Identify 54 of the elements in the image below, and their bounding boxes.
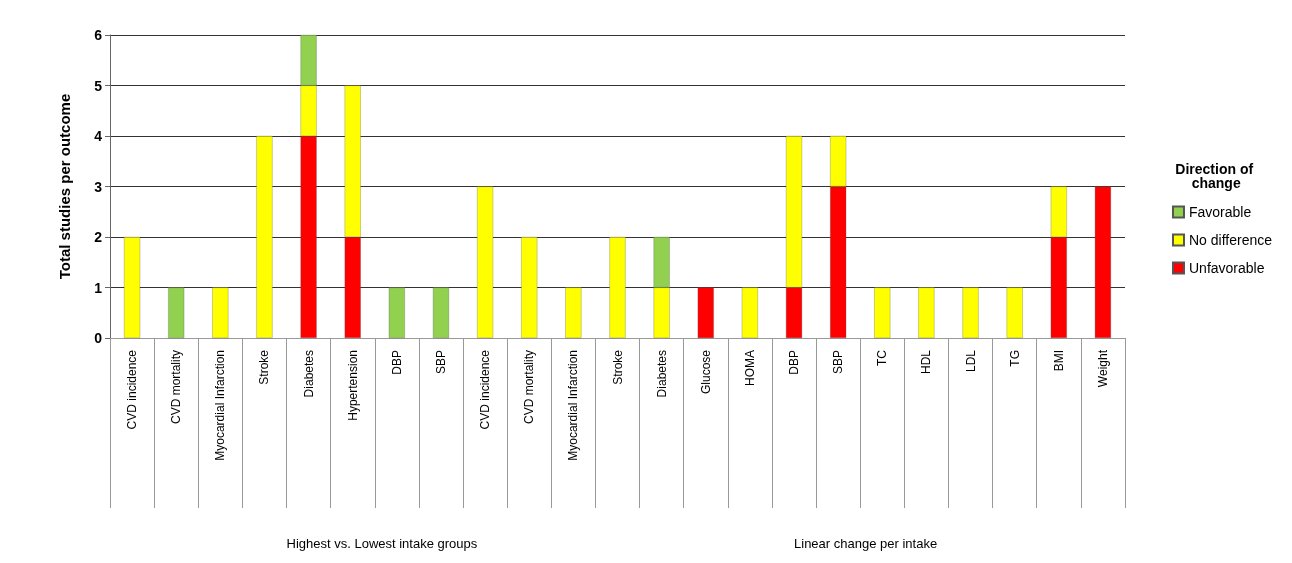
- bar: [521, 237, 538, 338]
- y-tick-label: 5: [94, 77, 103, 94]
- x-tick-label: BMI: [1051, 350, 1066, 372]
- y-tick-label: 1: [94, 279, 103, 296]
- x-tick-label: Hypertension: [345, 350, 360, 421]
- x-tick-label: CVD incidence: [478, 349, 493, 430]
- x-tick-label: CVD mortality: [169, 350, 184, 425]
- bar: [212, 287, 229, 338]
- legend-label: Favorable: [1188, 204, 1252, 220]
- y-tick-label: 2: [94, 229, 103, 245]
- x-tick-label: Weight: [1095, 349, 1110, 388]
- x-tick-label: Stroke: [610, 349, 625, 385]
- x-tick-label: Myocardial Infarction: [566, 350, 581, 461]
- bar: [874, 287, 891, 338]
- bar: [124, 237, 141, 338]
- bar: [256, 136, 273, 338]
- bar: [1094, 186, 1111, 338]
- x-tick-label: Diabetes: [654, 350, 669, 398]
- x-tick-label: TG: [1007, 350, 1022, 367]
- y-tick-label: 3: [94, 178, 103, 195]
- text: Highest vs. Lowest intake groups: [286, 536, 478, 551]
- legend-label: No difference: [1188, 232, 1273, 248]
- y-tick-label: 0: [94, 330, 103, 346]
- x-tick-label: HDL: [919, 349, 934, 375]
- x-tick-label: TC: [875, 349, 890, 366]
- y-axis-title: Total studies per outcome: [56, 93, 73, 280]
- bar: [168, 287, 185, 338]
- bar: [697, 287, 714, 338]
- x-tick-label: DBP: [787, 350, 802, 375]
- legend-label: Unfavorable: [1188, 260, 1265, 276]
- y-tick-label: 4: [94, 128, 103, 144]
- legend-title: Direction of change: [1175, 161, 1257, 191]
- bar: [477, 186, 494, 338]
- x-tick-label: Myocardial Infarction: [213, 350, 228, 461]
- bar: [962, 287, 979, 338]
- x-tick-label: Stroke: [257, 349, 272, 385]
- text: Linear change per intake: [794, 536, 938, 551]
- y-tick-label: 6: [94, 27, 103, 43]
- bar: [609, 237, 626, 338]
- x-tick-label: LDL: [963, 349, 978, 373]
- x-tick-label: HOMA: [742, 350, 757, 386]
- x-tick-label: Diabetes: [301, 350, 316, 398]
- x-tick-label: DBP: [389, 350, 404, 375]
- x-tick-label: SBP: [831, 350, 846, 375]
- x-tick-label: CVD mortality: [522, 350, 537, 425]
- bar: [432, 287, 449, 338]
- x-tick-label: SBP: [433, 350, 448, 375]
- x-tick-label: Glucose: [698, 349, 713, 395]
- x-tick-label: CVD incidence: [125, 349, 140, 430]
- bar: [1006, 287, 1023, 338]
- bar: [388, 287, 405, 338]
- bar: [565, 287, 582, 338]
- bar: [741, 287, 758, 338]
- bar: [918, 287, 935, 338]
